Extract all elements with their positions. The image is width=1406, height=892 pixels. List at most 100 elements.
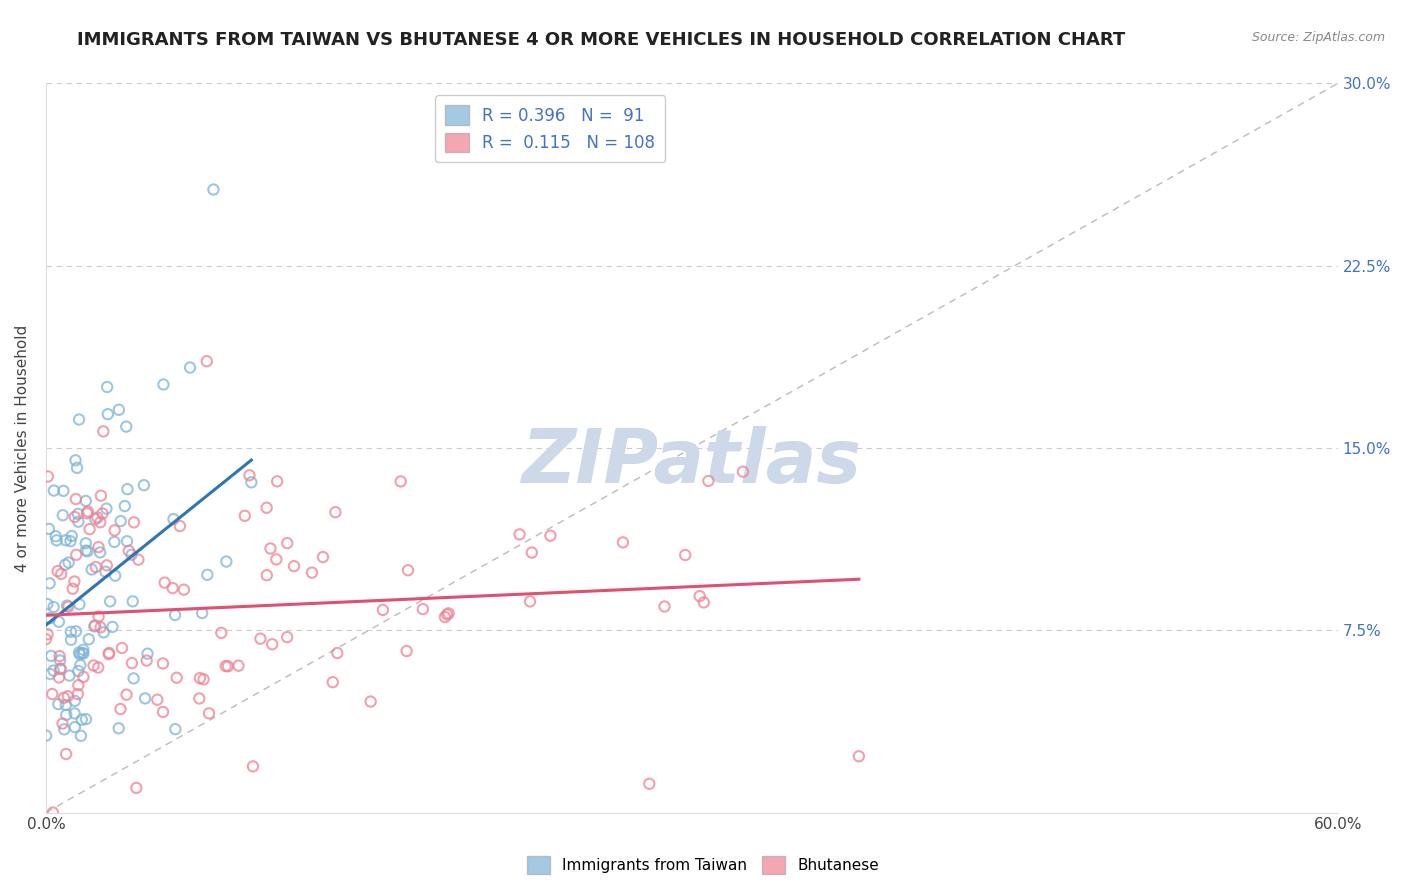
- Point: [96, 558, 118, 573]
- Point: [98, 594, 121, 608]
- Point: [412, 602, 434, 616]
- Point: [215, 659, 238, 673]
- Point: [63, 694, 86, 708]
- Point: [84, 618, 107, 632]
- Point: [262, 637, 284, 651]
- Point: [37, 597, 59, 611]
- Point: [55, 533, 77, 548]
- Point: [848, 749, 870, 764]
- Point: [65, 453, 87, 467]
- Point: [67, 597, 90, 611]
- Text: ZIPatlas: ZIPatlas: [522, 426, 862, 499]
- Point: [87, 609, 110, 624]
- Point: [58, 599, 80, 614]
- Point: [67, 412, 90, 426]
- Point: [42, 483, 65, 498]
- Point: [72, 646, 94, 660]
- Point: [37, 627, 59, 641]
- Point: [37, 469, 59, 483]
- Point: [63, 706, 86, 721]
- Point: [209, 625, 232, 640]
- Point: [67, 515, 90, 529]
- Point: [125, 780, 148, 795]
- Point: [87, 660, 110, 674]
- Point: [39, 611, 62, 625]
- Point: [195, 354, 218, 368]
- Point: [48, 615, 70, 629]
- Point: [97, 647, 120, 661]
- Point: [215, 555, 238, 569]
- Point: [46, 697, 69, 711]
- Point: [519, 594, 541, 608]
- Point: [136, 647, 159, 661]
- Point: [38, 522, 60, 536]
- Point: [188, 691, 211, 706]
- Point: [51, 566, 73, 581]
- Point: [162, 512, 184, 526]
- Point: [84, 512, 107, 526]
- Point: [83, 658, 105, 673]
- Point: [371, 603, 394, 617]
- Point: [673, 548, 696, 562]
- Point: [55, 747, 77, 761]
- Point: [217, 659, 239, 673]
- Point: [65, 548, 87, 562]
- Point: [66, 507, 89, 521]
- Point: [198, 706, 221, 721]
- Point: [58, 668, 80, 682]
- Point: [110, 514, 132, 528]
- Point: [91, 507, 114, 521]
- Point: [51, 716, 73, 731]
- Point: [132, 478, 155, 492]
- Point: [191, 606, 214, 620]
- Point: [72, 642, 94, 657]
- Point: [90, 620, 112, 634]
- Point: [69, 658, 91, 673]
- Point: [76, 504, 98, 518]
- Text: IMMIGRANTS FROM TAIWAN VS BHUTANESE 4 OR MORE VEHICLES IN HOUSEHOLD CORRELATION : IMMIGRANTS FROM TAIWAN VS BHUTANESE 4 OR…: [77, 31, 1126, 49]
- Point: [94, 565, 117, 579]
- Point: [266, 475, 288, 489]
- Point: [62, 582, 84, 596]
- Point: [89, 545, 111, 559]
- Point: [87, 540, 110, 554]
- Point: [89, 515, 111, 529]
- Point: [127, 552, 149, 566]
- Point: [179, 360, 201, 375]
- Point: [46, 564, 69, 578]
- Point: [114, 499, 136, 513]
- Point: [110, 702, 132, 716]
- Point: [49, 662, 72, 676]
- Point: [96, 501, 118, 516]
- Point: [389, 475, 412, 489]
- Point: [42, 599, 65, 614]
- Point: [75, 712, 97, 726]
- Point: [72, 647, 94, 661]
- Point: [42, 664, 65, 678]
- Point: [233, 508, 256, 523]
- Point: [538, 529, 561, 543]
- Point: [48, 649, 70, 664]
- Point: [193, 673, 215, 687]
- Point: [360, 695, 382, 709]
- Point: [153, 575, 176, 590]
- Point: [76, 506, 98, 520]
- Point: [396, 563, 419, 577]
- Point: [103, 535, 125, 549]
- Point: [276, 536, 298, 550]
- Point: [45, 533, 67, 548]
- Point: [41, 687, 63, 701]
- Point: [104, 568, 127, 582]
- Point: [42, 805, 65, 820]
- Point: [256, 568, 278, 582]
- Point: [111, 640, 134, 655]
- Point: [165, 607, 187, 622]
- Point: [146, 692, 169, 706]
- Point: [312, 550, 335, 565]
- Point: [56, 690, 79, 704]
- Point: [169, 519, 191, 533]
- Point: [65, 624, 87, 639]
- Point: [39, 667, 62, 681]
- Point: [165, 722, 187, 736]
- Point: [166, 671, 188, 685]
